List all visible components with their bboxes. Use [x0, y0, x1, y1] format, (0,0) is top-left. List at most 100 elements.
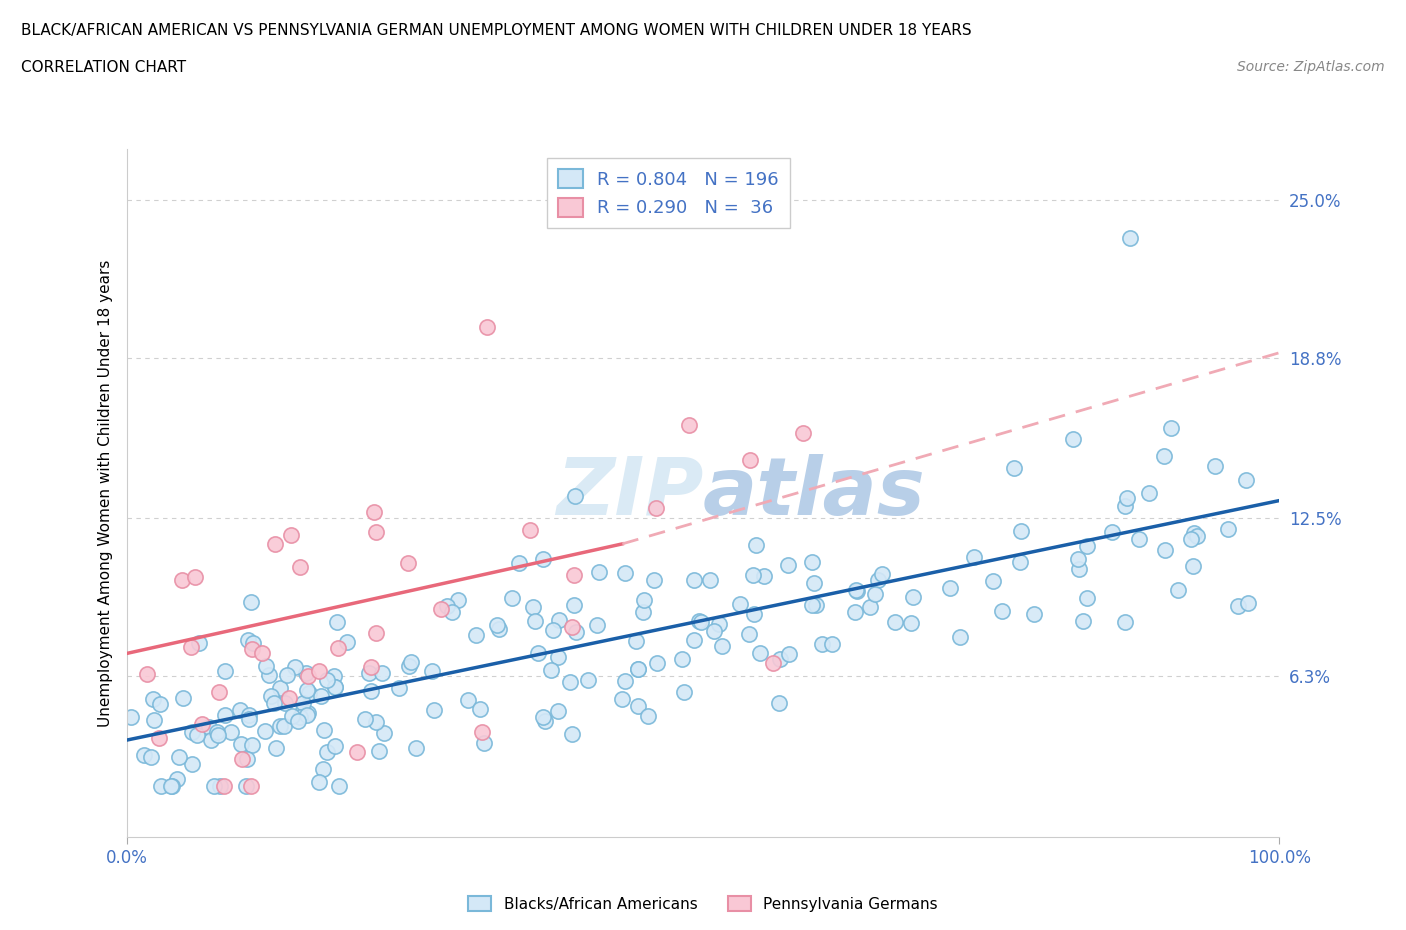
- Point: [637, 709, 659, 724]
- Point: [323, 680, 346, 695]
- Point: [446, 592, 468, 607]
- Point: [730, 597, 752, 612]
- Point: [711, 639, 734, 654]
- Point: [231, 737, 253, 751]
- Point: [219, 724, 242, 739]
- Point: [309, 689, 332, 704]
- Point: [547, 703, 569, 718]
- Point: [1076, 591, 1098, 605]
- Point: [949, 630, 972, 644]
- Point: [561, 619, 583, 634]
- Point: [252, 645, 274, 660]
- Point: [291, 702, 314, 717]
- Point: [991, 604, 1014, 618]
- Point: [139, 750, 162, 764]
- Point: [297, 669, 319, 684]
- Point: [366, 525, 388, 539]
- Point: [576, 672, 599, 687]
- Point: [1234, 472, 1257, 487]
- Point: [768, 696, 790, 711]
- Point: [364, 625, 387, 640]
- Point: [396, 555, 419, 570]
- Point: [1010, 554, 1032, 569]
- Point: [531, 710, 554, 724]
- Point: [308, 663, 330, 678]
- Point: [242, 635, 264, 650]
- Point: [366, 715, 388, 730]
- Point: [624, 633, 647, 648]
- Point: [422, 663, 444, 678]
- Point: [610, 692, 633, 707]
- Point: [280, 528, 302, 543]
- Point: [264, 740, 287, 755]
- Point: [254, 658, 277, 673]
- Point: [323, 739, 346, 754]
- Point: [689, 614, 711, 629]
- Point: [120, 710, 142, 724]
- Text: ZIP: ZIP: [555, 454, 703, 532]
- Point: [436, 599, 458, 614]
- Point: [522, 600, 544, 615]
- Point: [231, 751, 253, 766]
- Point: [240, 778, 263, 793]
- Point: [276, 667, 298, 682]
- Point: [1226, 598, 1249, 613]
- Point: [240, 737, 263, 752]
- Point: [1153, 448, 1175, 463]
- Point: [240, 642, 263, 657]
- Point: [359, 666, 381, 681]
- Point: [742, 567, 765, 582]
- Point: [585, 618, 607, 632]
- Point: [290, 709, 312, 724]
- Point: [472, 736, 495, 751]
- Point: [167, 750, 190, 764]
- Point: [1022, 606, 1045, 621]
- Point: [564, 625, 586, 640]
- Point: [531, 551, 554, 566]
- Point: [186, 728, 208, 743]
- Point: [769, 652, 792, 667]
- Point: [1118, 231, 1140, 246]
- Point: [200, 733, 222, 748]
- Point: [322, 669, 344, 684]
- Point: [1114, 498, 1136, 513]
- Point: [477, 320, 499, 335]
- Point: [308, 774, 330, 789]
- Y-axis label: Unemployment Among Women with Children Under 18 years: Unemployment Among Women with Children U…: [97, 259, 112, 726]
- Point: [373, 725, 395, 740]
- Point: [778, 557, 800, 572]
- Point: [1216, 522, 1239, 537]
- Point: [866, 572, 889, 587]
- Point: [883, 615, 905, 630]
- Point: [370, 666, 392, 681]
- Point: [184, 569, 207, 584]
- Point: [367, 743, 389, 758]
- Point: [471, 725, 494, 740]
- Point: [1114, 615, 1136, 630]
- Point: [561, 726, 583, 741]
- Point: [903, 590, 925, 604]
- Point: [172, 691, 194, 706]
- Point: [257, 668, 280, 683]
- Point: [748, 645, 770, 660]
- Point: [181, 724, 204, 739]
- Point: [269, 719, 291, 734]
- Point: [1204, 458, 1226, 473]
- Point: [1066, 551, 1088, 566]
- Point: [564, 488, 586, 503]
- Point: [360, 684, 382, 698]
- Point: [627, 661, 650, 676]
- Point: [228, 702, 250, 717]
- Point: [778, 646, 800, 661]
- Point: [1137, 485, 1160, 500]
- Point: [627, 698, 650, 713]
- Point: [336, 634, 359, 649]
- Point: [205, 724, 228, 739]
- Point: [627, 661, 650, 676]
- Point: [1062, 432, 1084, 446]
- Point: [762, 656, 785, 671]
- Point: [238, 708, 260, 723]
- Point: [740, 452, 762, 467]
- Point: [744, 606, 766, 621]
- Point: [260, 688, 283, 703]
